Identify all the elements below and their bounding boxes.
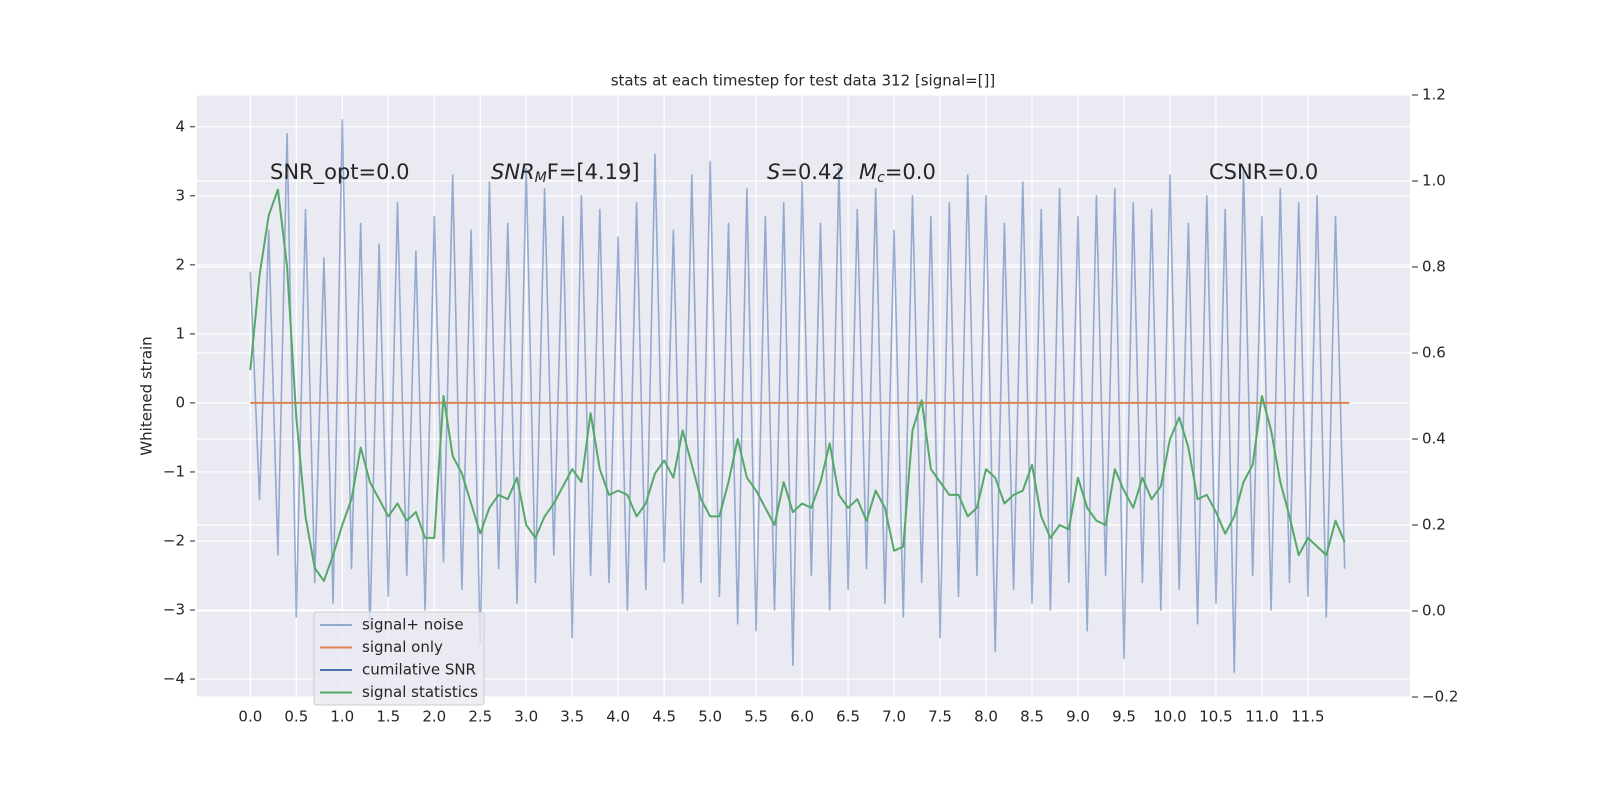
x-tick-label: 10.5: [1199, 708, 1232, 726]
y-tick-label: 3: [175, 186, 185, 204]
y2-tick-label: 0.8: [1422, 258, 1446, 276]
legend-label: signal+ noise: [362, 616, 464, 634]
annotation: SNRMF=[4.19]: [491, 160, 640, 186]
x-tick-label: 7.5: [928, 708, 952, 726]
x-tick-label: 8.5: [1020, 708, 1044, 726]
annotation: SNR_opt=0.0: [270, 160, 410, 185]
x-tick-label: 6.0: [790, 708, 814, 726]
y-tick-label: −1: [163, 462, 185, 480]
annotation-italic: M: [859, 160, 877, 184]
y2-tick-label: 0.0: [1422, 602, 1446, 620]
x-tick-label: 5.0: [698, 708, 722, 726]
y-tick-label: 2: [175, 255, 185, 273]
y2-tick-label: 0.2: [1422, 516, 1446, 534]
y2-tick-label: −0.2: [1422, 688, 1458, 706]
marks: [249, 119, 1350, 673]
legend-box: [313, 611, 485, 706]
y2-tick-label: 0.6: [1422, 344, 1446, 362]
x-tick-label: 4.5: [652, 708, 676, 726]
x-tick-label: 10.0: [1153, 708, 1186, 726]
x-tick-label: 1.5: [376, 708, 400, 726]
x-tick-label: 1.0: [330, 708, 354, 726]
y2-tick-label: 1.0: [1422, 172, 1446, 190]
annotation-text: =0.0: [885, 160, 936, 184]
annotation: S=0.42: [767, 160, 845, 184]
legend: signal+ noise signal only cumilative SNR si…: [313, 611, 485, 706]
legend-label: signal only: [362, 638, 443, 656]
y-tick-label: −3: [163, 601, 185, 619]
y2-tick-label: 0.4: [1422, 430, 1446, 448]
x-tick-label: 6.5: [836, 708, 860, 726]
annotation-subscript: c: [877, 170, 885, 186]
annotation-italic: S: [767, 160, 780, 184]
x-tick-label: 0.0: [238, 708, 262, 726]
x-tick-label: 9.5: [1112, 708, 1136, 726]
x-tick-label: 2.0: [422, 708, 446, 726]
y-tick-label: −4: [163, 670, 185, 688]
annotation-italic: SNR: [491, 160, 535, 184]
plot-area: [197, 95, 1410, 697]
legend-label: cumilative SNR: [362, 661, 476, 679]
annotation-text: =0.42: [780, 160, 844, 184]
legend-label: signal statistics: [362, 683, 478, 701]
x-tick-label: 9.0: [1066, 708, 1090, 726]
x-tick-label: 5.5: [744, 708, 768, 726]
annotation: Mc=0.0: [859, 160, 936, 186]
x-tick-label: 11.0: [1245, 708, 1278, 726]
x-tick-label: 3.0: [514, 708, 538, 726]
annotation-text: SNR_opt=0.0: [270, 160, 410, 185]
series-line: [249, 188, 1346, 582]
annotation-text: CSNR=0.0: [1209, 160, 1318, 184]
annotation-text: F=[4.19]: [547, 160, 640, 184]
x-tick-label: 2.5: [468, 708, 492, 726]
y-axis-label: Whitened strain: [138, 336, 156, 455]
x-tick-label: 0.5: [284, 708, 308, 726]
series-line: [249, 119, 1346, 673]
annotation: CSNR=0.0: [1209, 160, 1318, 184]
y-tick-label: 1: [175, 324, 185, 342]
y-tick-label: 0: [175, 393, 185, 411]
y2-tick-label: 1.2: [1422, 86, 1446, 104]
chart-title: stats at each timestep for test data 312…: [611, 72, 996, 90]
x-tick-label: 7.0: [882, 708, 906, 726]
annotation-subscript: M: [535, 170, 547, 186]
labels: 0.0 0.5 1.0 1.5 2.0 2.5 3.0 3.5 4.0 4.5 5.0 5.5 6.0 6…: [163, 86, 1459, 726]
y-tick-label: −2: [163, 531, 185, 549]
x-tick-label: 4.0: [606, 708, 630, 726]
x-tick-label: 8.0: [974, 708, 998, 726]
x-tick-label: 11.5: [1291, 708, 1324, 726]
y-tick-label: 4: [175, 117, 185, 135]
x-tick-label: 3.5: [560, 708, 584, 726]
